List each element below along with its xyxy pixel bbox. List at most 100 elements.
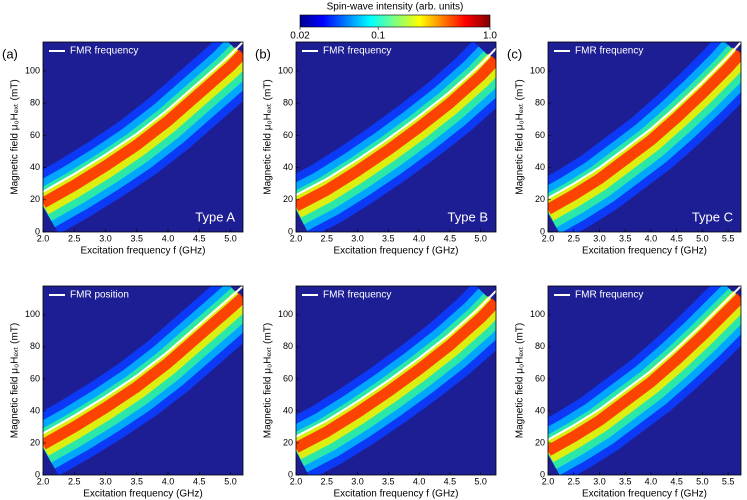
type-label: Type B (448, 209, 488, 224)
y-tick-label: 0 (540, 469, 545, 479)
y-tick-label: 40 (283, 405, 293, 415)
plot-frame (547, 285, 742, 476)
heatmap (43, 42, 243, 232)
y-tick-label: 20 (30, 194, 40, 204)
plot-frame (295, 41, 497, 233)
panel-label: (a) (2, 46, 18, 61)
x-tick-label: 4.5 (670, 233, 683, 243)
panel-label: (b) (255, 46, 271, 61)
y-tick-label: 60 (30, 130, 40, 140)
x-tick-label: 2.0 (290, 476, 303, 486)
x-tick-label: 4.0 (645, 233, 658, 243)
heatmap (548, 42, 741, 232)
y-tick-label: 80 (30, 98, 40, 108)
y-tick-label: 0 (540, 226, 545, 236)
heatmap (43, 286, 243, 475)
y-tick-label: 40 (30, 162, 40, 172)
y-tick-label: 60 (535, 130, 545, 140)
fmr-line (43, 42, 243, 193)
y-tick-label: 80 (535, 341, 545, 351)
x-tick-label: 5.0 (474, 476, 487, 486)
y-tick-label: 60 (535, 373, 545, 383)
y-tick-label: 40 (283, 162, 293, 172)
x-tick-label: 2.0 (542, 476, 555, 486)
y-tick-label: 60 (30, 373, 40, 383)
x-tick-label: 5.0 (696, 476, 709, 486)
x-tick-label: 4.5 (193, 476, 206, 486)
y-tick-label: 100 (530, 65, 545, 75)
intensity-band (548, 49, 741, 215)
legend-label: FMR position (70, 290, 129, 301)
fmr-line (548, 42, 741, 200)
y-tick-label: 0 (35, 469, 40, 479)
y-tick-label: 40 (535, 162, 545, 172)
x-tick-label: 4.5 (670, 476, 683, 486)
x-tick-label: 4.0 (413, 476, 426, 486)
y-axis-label: Magnetic field μ₀Hₑₓₜ (mT) (515, 79, 526, 194)
plot-frame (42, 285, 244, 476)
fmr-line (43, 286, 243, 435)
x-tick-label: 3.5 (130, 233, 143, 243)
x-tick-label: 3.0 (593, 476, 606, 486)
x-tick-label: 2.5 (567, 233, 580, 243)
x-tick-label: 3.0 (593, 233, 606, 243)
x-tick-label: 5.0 (224, 476, 237, 486)
colorbar-title: Spin-wave intensity (arb. units) (327, 2, 464, 13)
plot-frame (42, 41, 244, 233)
y-tick-label: 0 (288, 226, 293, 236)
y-tick-label: 100 (278, 65, 293, 75)
x-tick-label: 4.5 (444, 476, 457, 486)
x-axis-label: Excitation frequency f (GHz) (80, 246, 205, 257)
plot-frame (295, 285, 497, 476)
x-tick-label: 3.5 (382, 476, 395, 486)
heatmap (548, 286, 741, 475)
y-axis-label: Magnetic field μ₀Hₑₓₜ (mT) (10, 79, 21, 194)
y-tick-label: 40 (535, 405, 545, 415)
y-tick-label: 0 (35, 226, 40, 236)
x-tick-label: 3.0 (351, 476, 364, 486)
y-tick-label: 20 (535, 437, 545, 447)
legend-label: FMR frequency (323, 46, 391, 57)
intensity-band (43, 49, 243, 208)
legend-label: FMR frequency (323, 290, 391, 301)
x-axis-label: Excitation frequency f (GHz) (333, 489, 458, 500)
x-tick-label: 2.5 (68, 476, 81, 486)
colorbar-tick-label: 1.0 (483, 31, 497, 42)
x-axis-label: Excitation frequency f (GHz) (582, 246, 707, 257)
x-tick-label: 5.5 (722, 476, 735, 486)
panel-label: (c) (507, 46, 522, 61)
y-tick-label: 80 (283, 341, 293, 351)
x-axis-label: Excitation frequency (GHz) (83, 489, 203, 500)
x-tick-label: 2.0 (37, 476, 50, 486)
plot-frame (547, 41, 742, 233)
y-axis-label: Magnetic field μ₀Hₑₓₜ (mT) (10, 323, 21, 438)
x-tick-label: 2.5 (321, 233, 334, 243)
y-tick-label: 100 (530, 309, 545, 319)
fmr-line (296, 47, 496, 196)
x-tick-label: 3.0 (99, 233, 112, 243)
y-tick-label: 40 (30, 405, 40, 415)
y-tick-label: 20 (535, 194, 545, 204)
type-label: Type C (692, 209, 733, 224)
x-tick-label: 2.5 (567, 476, 580, 486)
y-tick-label: 80 (283, 98, 293, 108)
y-axis-label: Magnetic field μ₀Hₑₓₜ (mT) (263, 79, 274, 194)
intensity-band (548, 293, 741, 456)
x-tick-label: 4.5 (444, 233, 457, 243)
type-label: Type A (195, 209, 235, 224)
x-tick-label: 4.0 (413, 233, 426, 243)
x-tick-label: 2.0 (37, 233, 50, 243)
x-axis-label: Excitation frequency f (GHz) (333, 246, 458, 257)
x-tick-label: 2.5 (68, 233, 81, 243)
y-tick-label: 20 (283, 437, 293, 447)
y-tick-label: 100 (25, 309, 40, 319)
x-tick-label: 2.5 (321, 476, 334, 486)
x-tick-label: 5.0 (474, 233, 487, 243)
colorbar-tick-label: 0.1 (371, 31, 385, 42)
x-tick-label: 4.0 (162, 233, 175, 243)
y-axis-label: Magnetic field μ₀Hₑₓₜ (mT) (263, 323, 274, 438)
heatmap (296, 286, 496, 475)
y-tick-label: 80 (30, 341, 40, 351)
x-axis-label: Excitation frequency f (GHz) (582, 489, 707, 500)
